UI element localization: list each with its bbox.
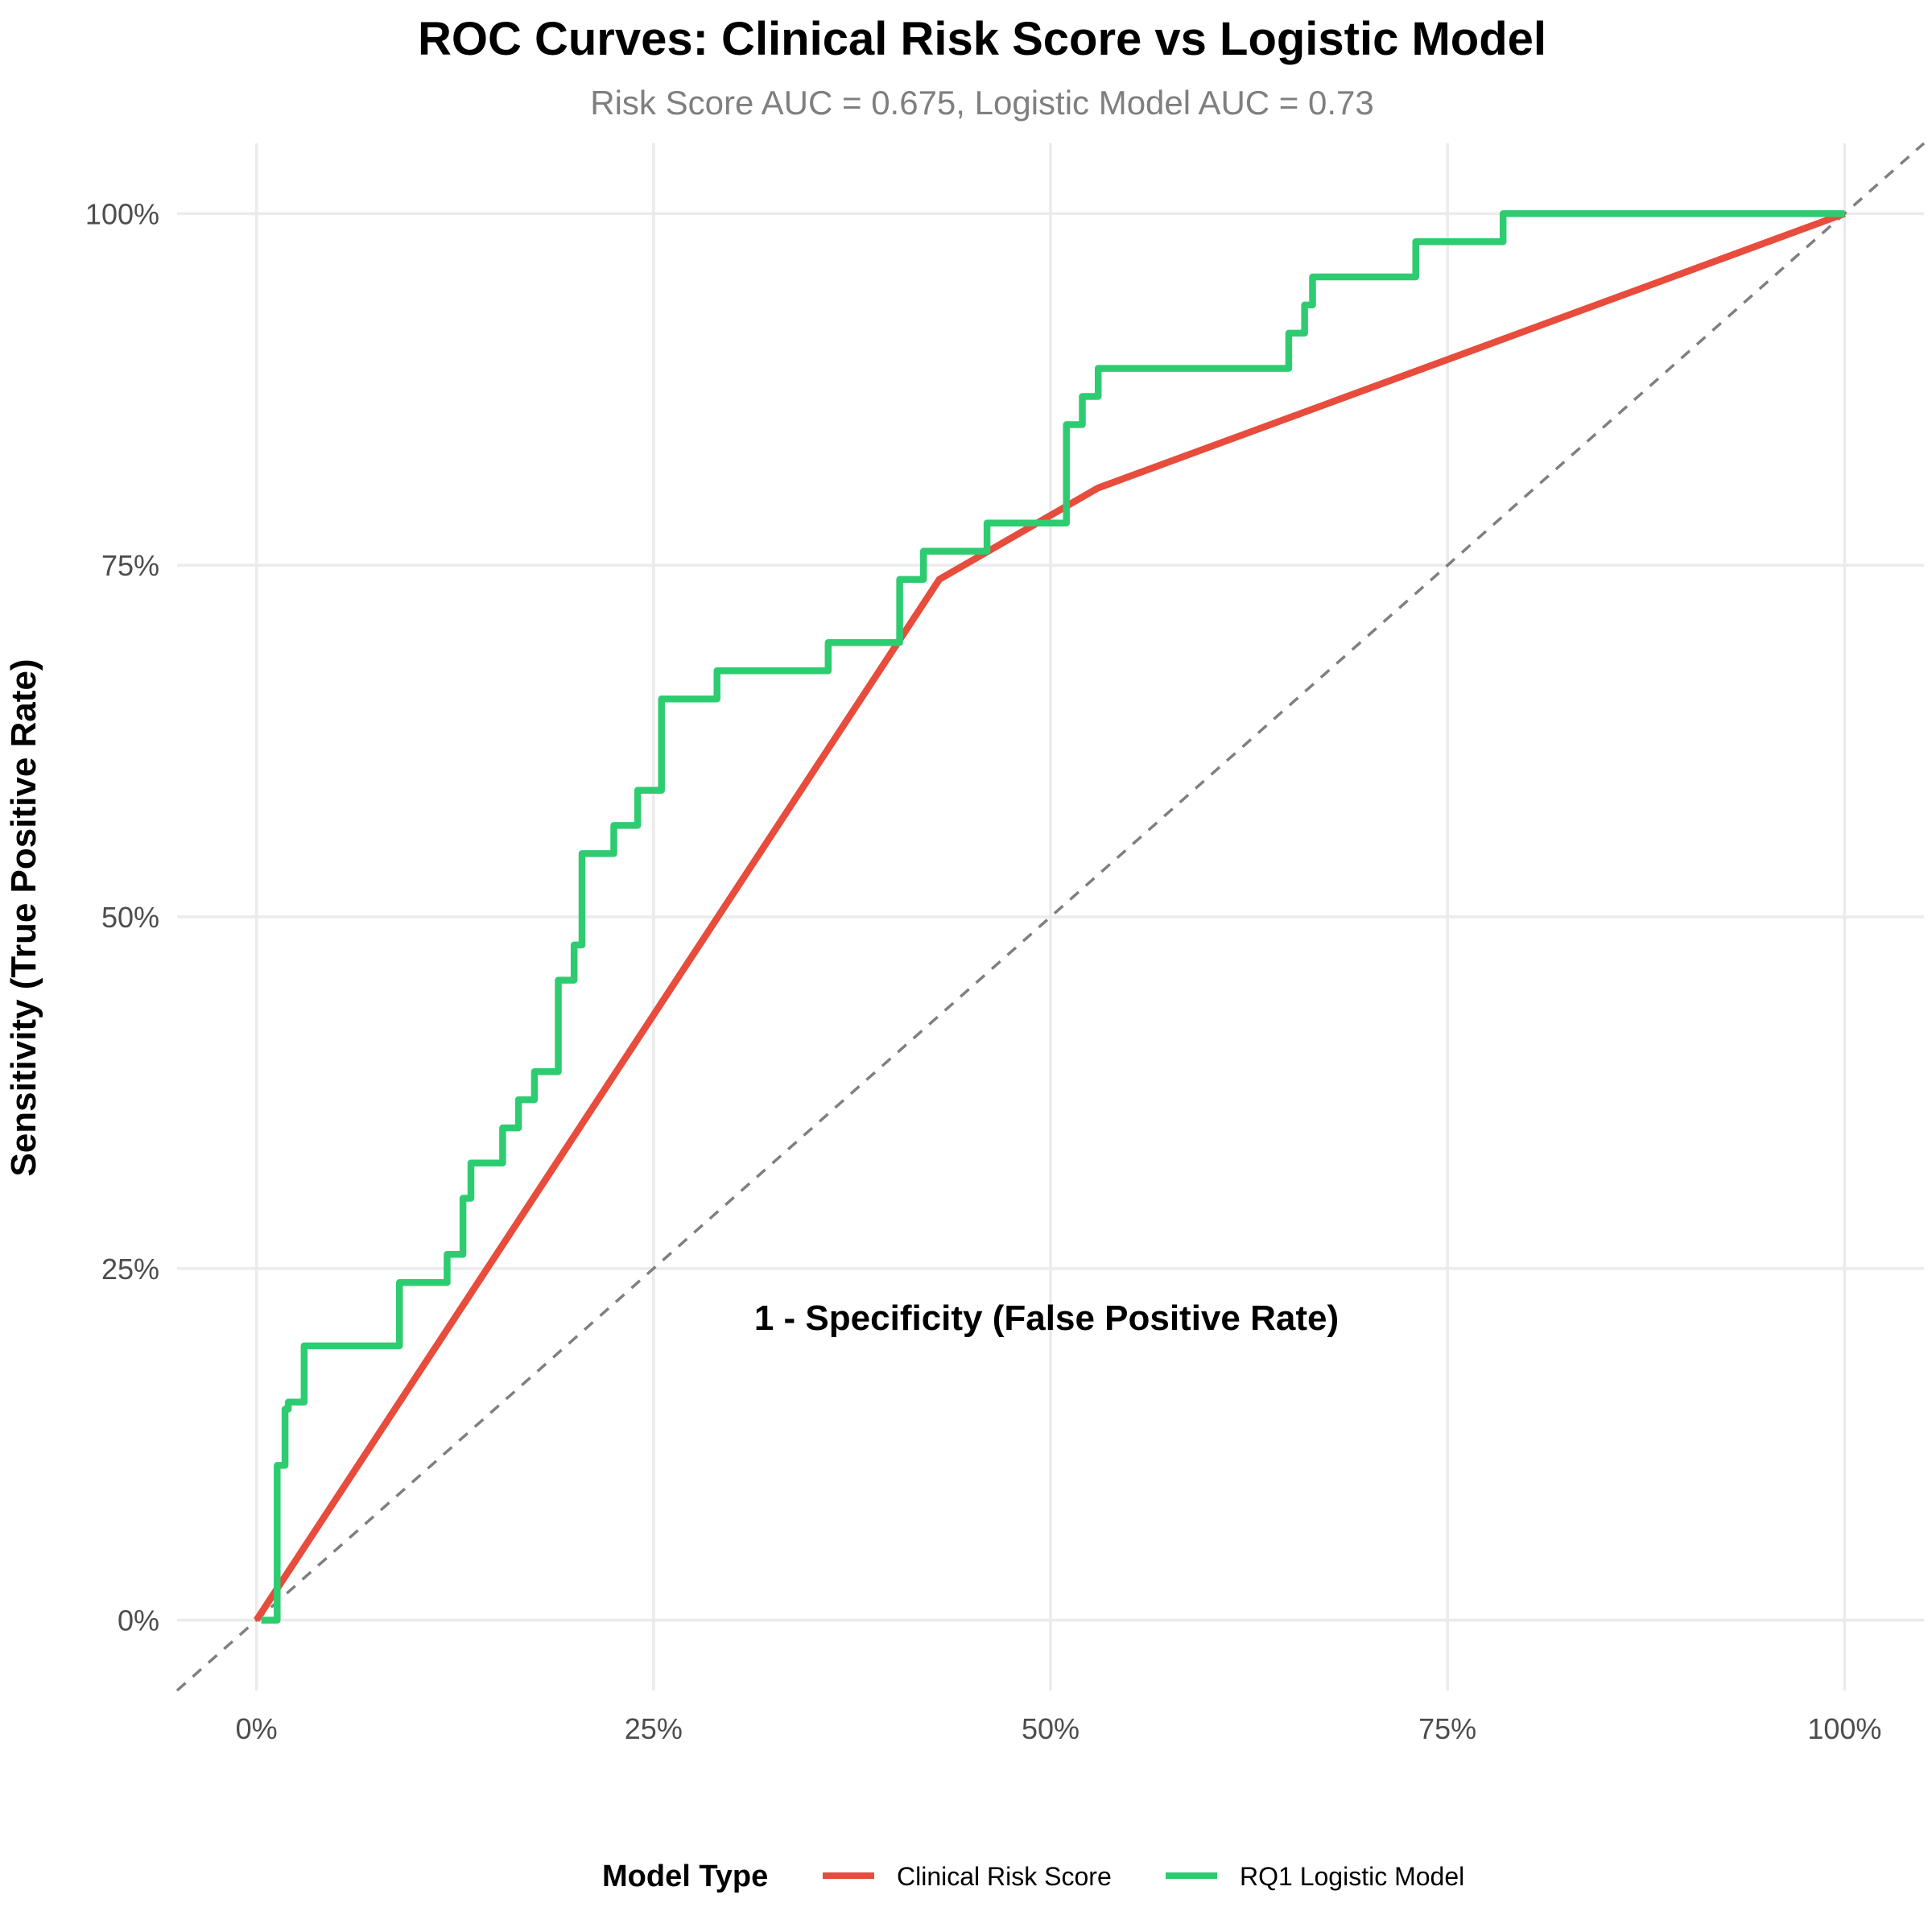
- chart-subtitle: Risk Score AUC = 0.675, Logistic Model A…: [590, 84, 1374, 122]
- legend-label-clinical-risk-score: Clinical Risk Score: [897, 1862, 1112, 1891]
- y-axis-ticks: 0% 25% 50% 75% 100%: [85, 197, 159, 1637]
- y-tick-label-2: 50%: [101, 901, 159, 934]
- series-line-clinical-risk-score: [254, 210, 1846, 1622]
- x-tick-label-0: 0%: [236, 1712, 278, 1745]
- x-tick-label-4: 100%: [1807, 1712, 1881, 1745]
- x-tick-label-1: 25%: [625, 1712, 683, 1745]
- x-tick-label-3: 75%: [1418, 1712, 1476, 1745]
- legend: Model Type Clinical Risk Score RQ1 Logis…: [602, 1860, 1464, 1893]
- x-axis-ticks: 0% 25% 50% 75% 100%: [236, 1712, 1882, 1745]
- y-tick-label-0: 0%: [118, 1604, 159, 1637]
- x-axis-title: 1 - Specificity (False Positive Rate): [754, 1298, 1339, 1338]
- legend-label-rq1-logistic-model: RQ1 Logistic Model: [1240, 1862, 1464, 1891]
- series-line-rq1-logistic-model: [261, 210, 1845, 1624]
- y-tick-label-1: 25%: [101, 1253, 159, 1286]
- series-layer: [254, 210, 1846, 1624]
- x-tick-label-2: 50%: [1022, 1712, 1080, 1745]
- y-tick-label-3: 75%: [101, 549, 159, 582]
- chart-title: ROC Curves: Clinical Risk Score vs Logis…: [418, 13, 1546, 65]
- y-tick-label-4: 100%: [85, 197, 159, 230]
- legend-title: Model Type: [602, 1860, 768, 1893]
- y-axis-title: Sensitivity (True Positive Rate): [4, 658, 43, 1176]
